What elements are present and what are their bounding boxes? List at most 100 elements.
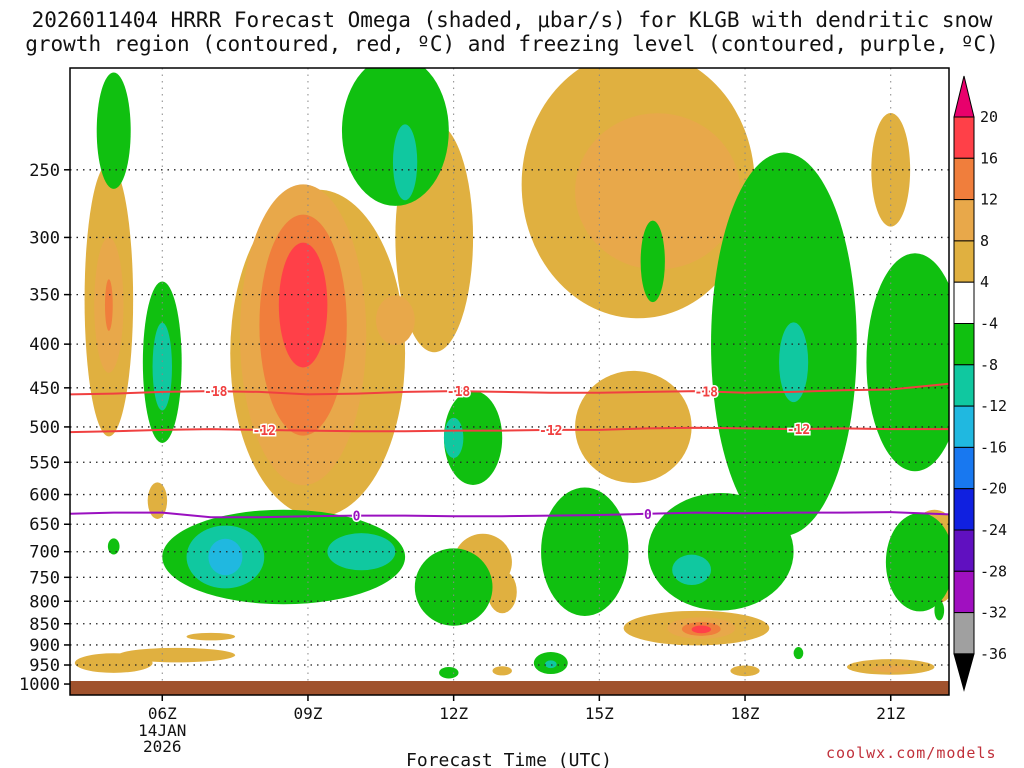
- y-tick-label-350: 350: [29, 286, 60, 306]
- dendritic-contour-0-line: [70, 382, 949, 396]
- omega-region-28: [96, 72, 131, 189]
- chart-title-line-2: growth region (contoured, red, ºC) and f…: [25, 32, 999, 56]
- grid-lines: [70, 68, 949, 685]
- colorbar-segment-neg16_neg12: [953, 405, 975, 448]
- y-tick-label-500: 500: [29, 418, 60, 438]
- omega-region-43: [414, 548, 493, 626]
- omega-region-46: [672, 554, 712, 585]
- colorbar-label-8: -16: [980, 438, 1007, 456]
- plot-frame: [69, 67, 950, 696]
- omega-region-38: [640, 220, 665, 303]
- colorbar-label-0: 20: [980, 108, 998, 126]
- colorbar-bottom-arrow: [953, 653, 975, 692]
- omega-region-18: [691, 625, 712, 634]
- omega-region-53: [934, 600, 945, 621]
- omega-region-24: [871, 665, 911, 673]
- terrain-ground-strip: [70, 681, 949, 695]
- dendritic-contour-0-label-2: -18: [694, 385, 718, 400]
- dendritic-contour-1-line: [70, 426, 949, 434]
- omega-region-10: [575, 113, 741, 270]
- y-tick-label-550: 550: [29, 453, 60, 473]
- omega-region-42: [327, 533, 396, 571]
- x-tick-sublabel-0: 14JAN: [138, 721, 186, 740]
- y-tick-label-750: 750: [29, 568, 60, 588]
- omega-region-11: [575, 370, 692, 483]
- omega-region-37: [866, 253, 949, 472]
- colorbar-segment-12_16: [953, 157, 975, 201]
- x-tick-label-18Z: 18Z: [731, 704, 760, 723]
- colorbar-top-arrow: [953, 75, 975, 118]
- chart-title-line-1: 2026011404 HRRR Forecast Omega (shaded, …: [31, 8, 993, 32]
- x-tick-label-09Z: 09Z: [294, 704, 323, 723]
- colorbar-label-2: 12: [980, 191, 998, 209]
- omega-region-36: [779, 322, 809, 403]
- colorbar-segment-neg32_neg28: [953, 570, 975, 614]
- colorbar-label-10: -24: [980, 521, 1007, 539]
- y-tick-label-650: 650: [29, 515, 60, 535]
- y-tick-label-1000: 1000: [19, 675, 60, 695]
- chart-title: 2026011404 HRRR Forecast Omega (shaded, …: [0, 8, 1024, 56]
- omega-region-48: [107, 538, 120, 555]
- dendritic-contour-0-label-0: -18: [204, 385, 228, 400]
- colorbar-segment-neg28_neg24: [953, 529, 975, 572]
- omega-region-14: [487, 570, 517, 614]
- freezing-level-contour-line: [70, 511, 949, 519]
- omega-region-2: [104, 279, 113, 331]
- colorbar-label-5: -4: [980, 315, 998, 333]
- temperature-contours: -18 -18 -18 -12 -12 -12 0 0: [70, 382, 949, 526]
- dendritic-contour-1-label-0: -12: [253, 424, 276, 439]
- omega-region-33: [443, 390, 503, 485]
- y-tick-label-700: 700: [29, 543, 60, 563]
- colorbar-label-9: -20: [980, 480, 1007, 498]
- omega-region-26: [730, 665, 760, 677]
- dendritic-contour-1-label-2: -12: [787, 423, 810, 438]
- freezing-level-contour-label-1: 0: [644, 508, 652, 523]
- omega-region-29: [341, 68, 449, 206]
- x-axis-label: Forecast Time (UTC): [406, 750, 612, 768]
- omega-region-21: [186, 632, 236, 641]
- dendritic-contour-1-label-1: -12: [539, 424, 562, 439]
- credit-text: coolwx.com/models: [826, 744, 997, 762]
- y-tick-label-250: 250: [29, 161, 60, 181]
- colorbar-segment-neg20_neg16: [953, 446, 975, 490]
- colorbar-segment-16_20: [953, 116, 975, 159]
- omega-region-20: [74, 653, 153, 673]
- omega-region-51: [544, 660, 557, 669]
- colorbar-segment-neg8_neg4: [953, 323, 975, 366]
- y-tick-label-600: 600: [29, 486, 60, 506]
- y-tick-label-400: 400: [29, 335, 60, 355]
- colorbar-label-11: -28: [980, 562, 1007, 580]
- freezing-level-contour-label-0: 0: [353, 510, 361, 525]
- colorbar-label-1: 16: [980, 149, 998, 167]
- y-tick-label-850: 850: [29, 615, 60, 635]
- colorbar-segment-neg4_4: [953, 281, 975, 325]
- colorbar-segment-8_12: [953, 199, 975, 242]
- colorbar-label-3: 8: [980, 232, 989, 250]
- x-tick-label-12Z: 12Z: [439, 704, 468, 723]
- colorbar-segment-neg24_neg20: [953, 488, 975, 531]
- x-tick-label-15Z: 15Z: [585, 704, 614, 723]
- colorbar-segment-4_8: [953, 240, 975, 283]
- y-tick-label-300: 300: [29, 228, 60, 248]
- omega-region-8: [375, 295, 415, 345]
- y-tick-label-900: 900: [29, 636, 60, 656]
- y-tick-label-800: 800: [29, 592, 60, 612]
- omega-region-30: [392, 124, 418, 201]
- omega-region-49: [439, 667, 459, 679]
- dendritic-contour-0-label-1: -18: [447, 385, 471, 400]
- omega-region-32: [152, 322, 172, 411]
- colorbar: 20 16 12 8 4 -4 -8 -12 -16 -20 -24 -28 -32 -36: [953, 75, 1007, 692]
- colorbar-segment-neg12_neg8: [953, 364, 975, 407]
- y-tick-label-450: 450: [29, 379, 60, 399]
- colorbar-label-6: -8: [980, 356, 998, 374]
- colorbar-label-12: -32: [980, 604, 1007, 622]
- omega-region-52: [793, 647, 804, 660]
- omega-region-41: [208, 538, 243, 576]
- colorbar-label-13: -36: [980, 645, 1007, 663]
- omega-region-12: [871, 112, 911, 227]
- x-tick-label-06Z: 06Z: [148, 704, 177, 723]
- omega-region-47: [885, 512, 949, 612]
- y-axis: 250 300 350 400 450 500 550 600 650 700 750 800 8509…: [19, 161, 70, 695]
